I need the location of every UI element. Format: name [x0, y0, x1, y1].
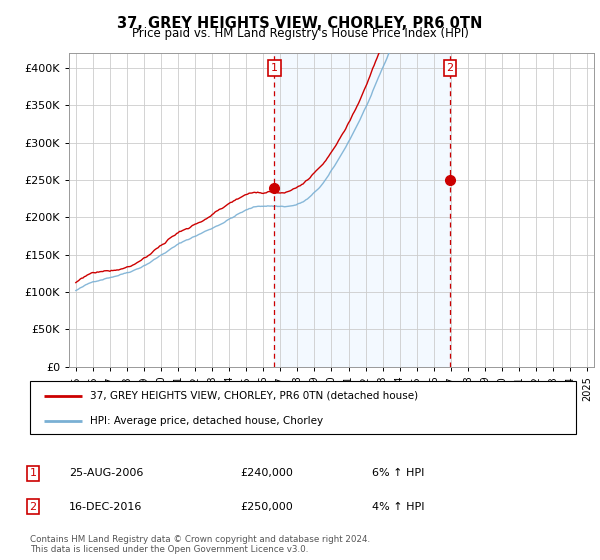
Text: 4% ↑ HPI: 4% ↑ HPI: [372, 502, 425, 512]
Text: 25-AUG-2006: 25-AUG-2006: [69, 468, 143, 478]
Text: 37, GREY HEIGHTS VIEW, CHORLEY, PR6 0TN (detached house): 37, GREY HEIGHTS VIEW, CHORLEY, PR6 0TN …: [90, 391, 418, 401]
Text: 2: 2: [446, 63, 454, 73]
Text: Price paid vs. HM Land Registry's House Price Index (HPI): Price paid vs. HM Land Registry's House …: [131, 27, 469, 40]
Text: £240,000: £240,000: [240, 468, 293, 478]
Text: 6% ↑ HPI: 6% ↑ HPI: [372, 468, 424, 478]
Text: 16-DEC-2016: 16-DEC-2016: [69, 502, 142, 512]
Text: 1: 1: [29, 468, 37, 478]
FancyBboxPatch shape: [30, 381, 576, 434]
Text: 2: 2: [29, 502, 37, 512]
Text: £250,000: £250,000: [240, 502, 293, 512]
Text: 37, GREY HEIGHTS VIEW, CHORLEY, PR6 0TN: 37, GREY HEIGHTS VIEW, CHORLEY, PR6 0TN: [118, 16, 482, 31]
Bar: [274, 53, 450, 367]
Text: Contains HM Land Registry data © Crown copyright and database right 2024.
This d: Contains HM Land Registry data © Crown c…: [30, 535, 370, 554]
Text: 1: 1: [271, 63, 278, 73]
Text: HPI: Average price, detached house, Chorley: HPI: Average price, detached house, Chor…: [90, 416, 323, 426]
